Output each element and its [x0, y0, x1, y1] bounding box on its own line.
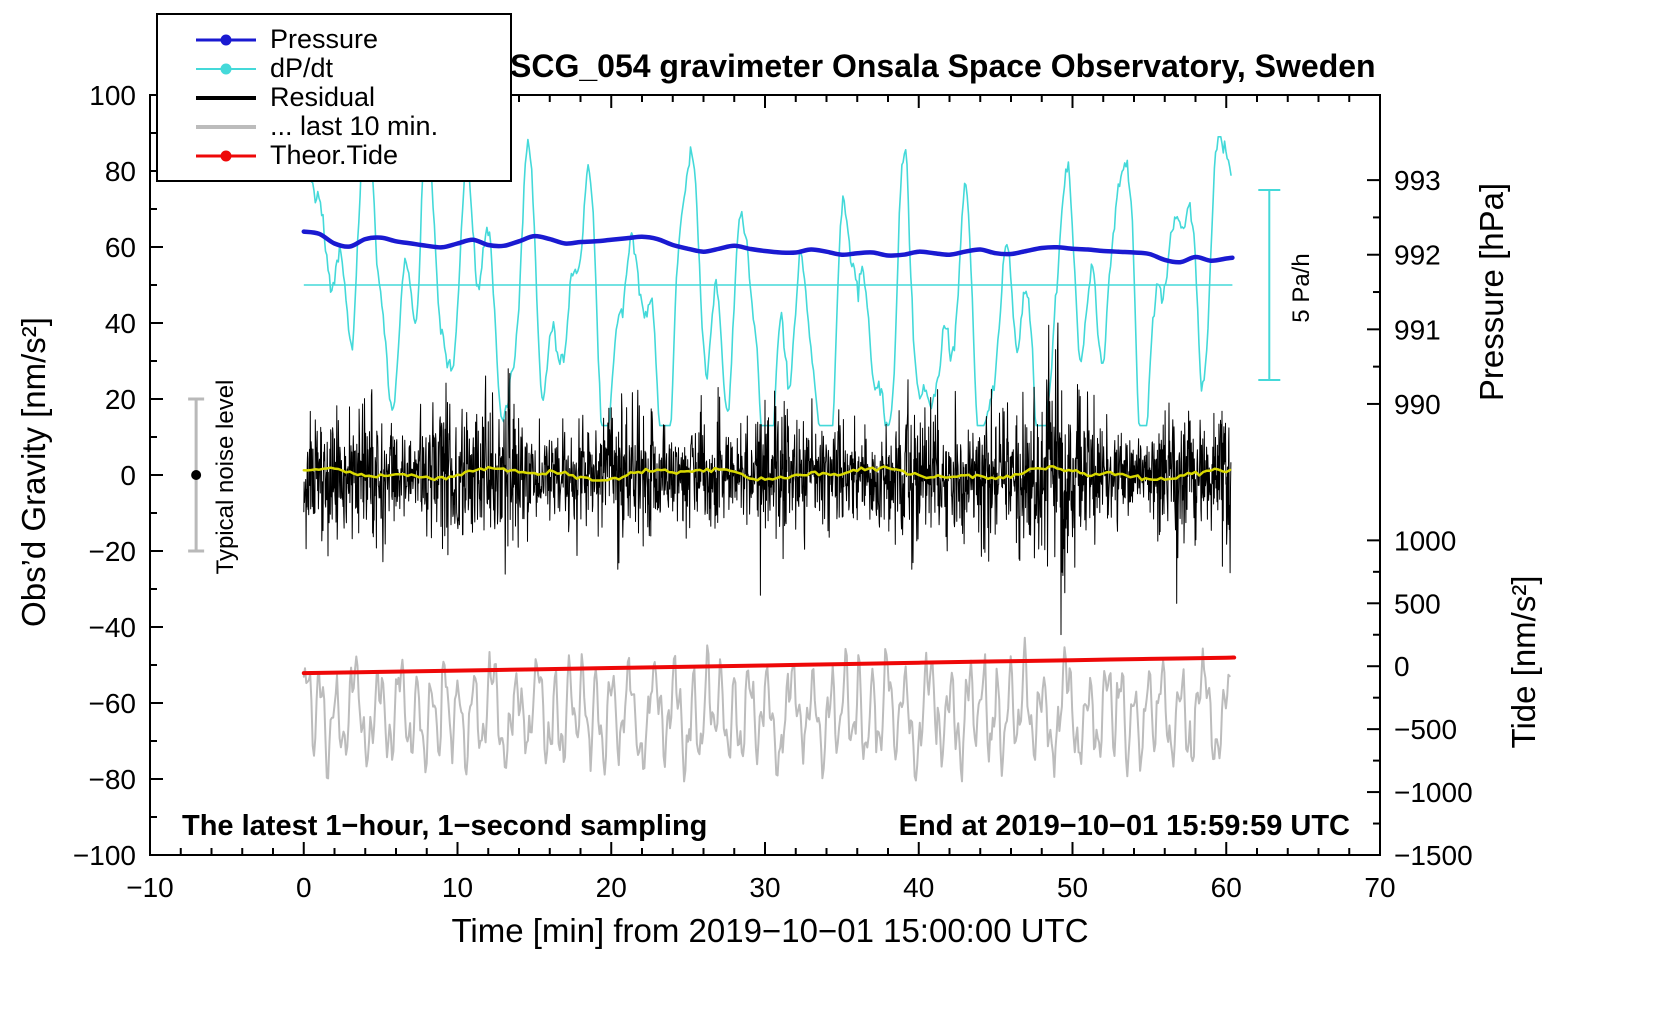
- tick-label: 70: [1364, 872, 1395, 903]
- tick-label: 50: [1057, 872, 1088, 903]
- tick-label: 992: [1394, 240, 1441, 271]
- legend-swatch-tide: [196, 146, 256, 166]
- tick-label: −10: [126, 872, 174, 903]
- tick-label: 0: [1394, 651, 1410, 682]
- tick-label: 20: [596, 872, 627, 903]
- tick-label: 1000: [1394, 525, 1456, 556]
- legend-swatch-residual: [196, 88, 256, 108]
- tick-label: −500: [1394, 714, 1457, 745]
- page-title: SCG_054 gravimeter Onsala Space Observat…: [510, 48, 1376, 84]
- tick-label: 993: [1394, 165, 1441, 196]
- tick-label: 20: [105, 384, 136, 415]
- tick-label: 30: [749, 872, 780, 903]
- pressure-rate-scale-bar: [1258, 189, 1281, 381]
- series-pressure: [301, 229, 1235, 265]
- typical-noise-level-label: Typical noise level: [212, 379, 239, 575]
- series-layer: [301, 136, 1237, 783]
- series-last10: [302, 636, 1231, 783]
- tick-label: −1000: [1394, 777, 1473, 808]
- legend-label-tide: Theor.Tide: [270, 140, 399, 170]
- end-time-note: End at 2019−10−01 15:59:59 UTC: [898, 810, 1350, 842]
- legend-marker-dot-tide: [220, 150, 232, 161]
- legend-item-pressure: Pressure: [158, 24, 510, 54]
- series-residual-mean: [302, 465, 1232, 482]
- legend-label-dpdt: dP/dt: [270, 53, 334, 83]
- tick-label: 60: [1211, 872, 1242, 903]
- tick-label: −20: [89, 536, 137, 567]
- tide-axis-title: Tide [nm/s²]: [1505, 575, 1542, 749]
- legend-swatch-last10: [196, 117, 256, 137]
- tick-label: 40: [903, 872, 934, 903]
- y-left-axis-title: Obs’d Gravity [nm/s²]: [15, 317, 52, 627]
- tick-label: 500: [1394, 588, 1441, 619]
- tick-label: −100: [73, 840, 136, 871]
- tick-label: 0: [296, 872, 312, 903]
- series-theor-tide: [301, 655, 1237, 676]
- tick-label: −60: [89, 688, 137, 719]
- legend-swatch-dpdt: [196, 59, 256, 79]
- sampling-note: The latest 1−hour, 1−second sampling: [182, 810, 708, 842]
- tick-label: −1500: [1394, 840, 1473, 871]
- legend-label-residual: Residual: [270, 82, 376, 112]
- tick-label: 991: [1394, 314, 1441, 345]
- noise-level-dot: [191, 470, 202, 480]
- legend-swatch-pressure: [196, 30, 256, 50]
- tick-label: −80: [89, 764, 137, 795]
- legend-item-last10: ... last 10 min.: [158, 111, 510, 141]
- legend-item-dpdt: dP/dt: [158, 53, 510, 83]
- tick-label: 990: [1394, 389, 1441, 420]
- legend: Pressure dP/dt Residual... last 10 min. The…: [156, 13, 512, 182]
- tick-label: −40: [89, 612, 137, 643]
- pressure-axis-title: Pressure [hPa]: [1473, 182, 1510, 402]
- tick-label: 40: [105, 308, 136, 339]
- tick-label: 100: [89, 80, 136, 111]
- tick-label: 0: [120, 460, 136, 491]
- typical-noise-errorbar: [188, 397, 205, 553]
- x-axis-title: Time [min] from 2019−10−01 15:00:00 UTC: [451, 912, 1089, 949]
- tick-label: 10: [442, 872, 473, 903]
- legend-marker-dot-pressure: [220, 34, 232, 45]
- series-residual: [303, 322, 1232, 636]
- tick-label: 80: [105, 156, 136, 187]
- legend-label-last10: ... last 10 min.: [270, 111, 439, 141]
- pressure-rate-scale-label: 5 Pa/h: [1288, 253, 1315, 323]
- axes-layer: −10 0 10 20 30 40 50 60 70−100−80−60−40−20020406…: [73, 80, 1473, 903]
- legend-item-residual: Residual: [158, 82, 510, 112]
- tick-label: 60: [105, 232, 136, 263]
- legend-label-pressure: Pressure: [270, 24, 379, 54]
- legend-marker-dot-dpdt: [220, 63, 232, 74]
- legend-item-tide: Theor.Tide: [158, 140, 510, 170]
